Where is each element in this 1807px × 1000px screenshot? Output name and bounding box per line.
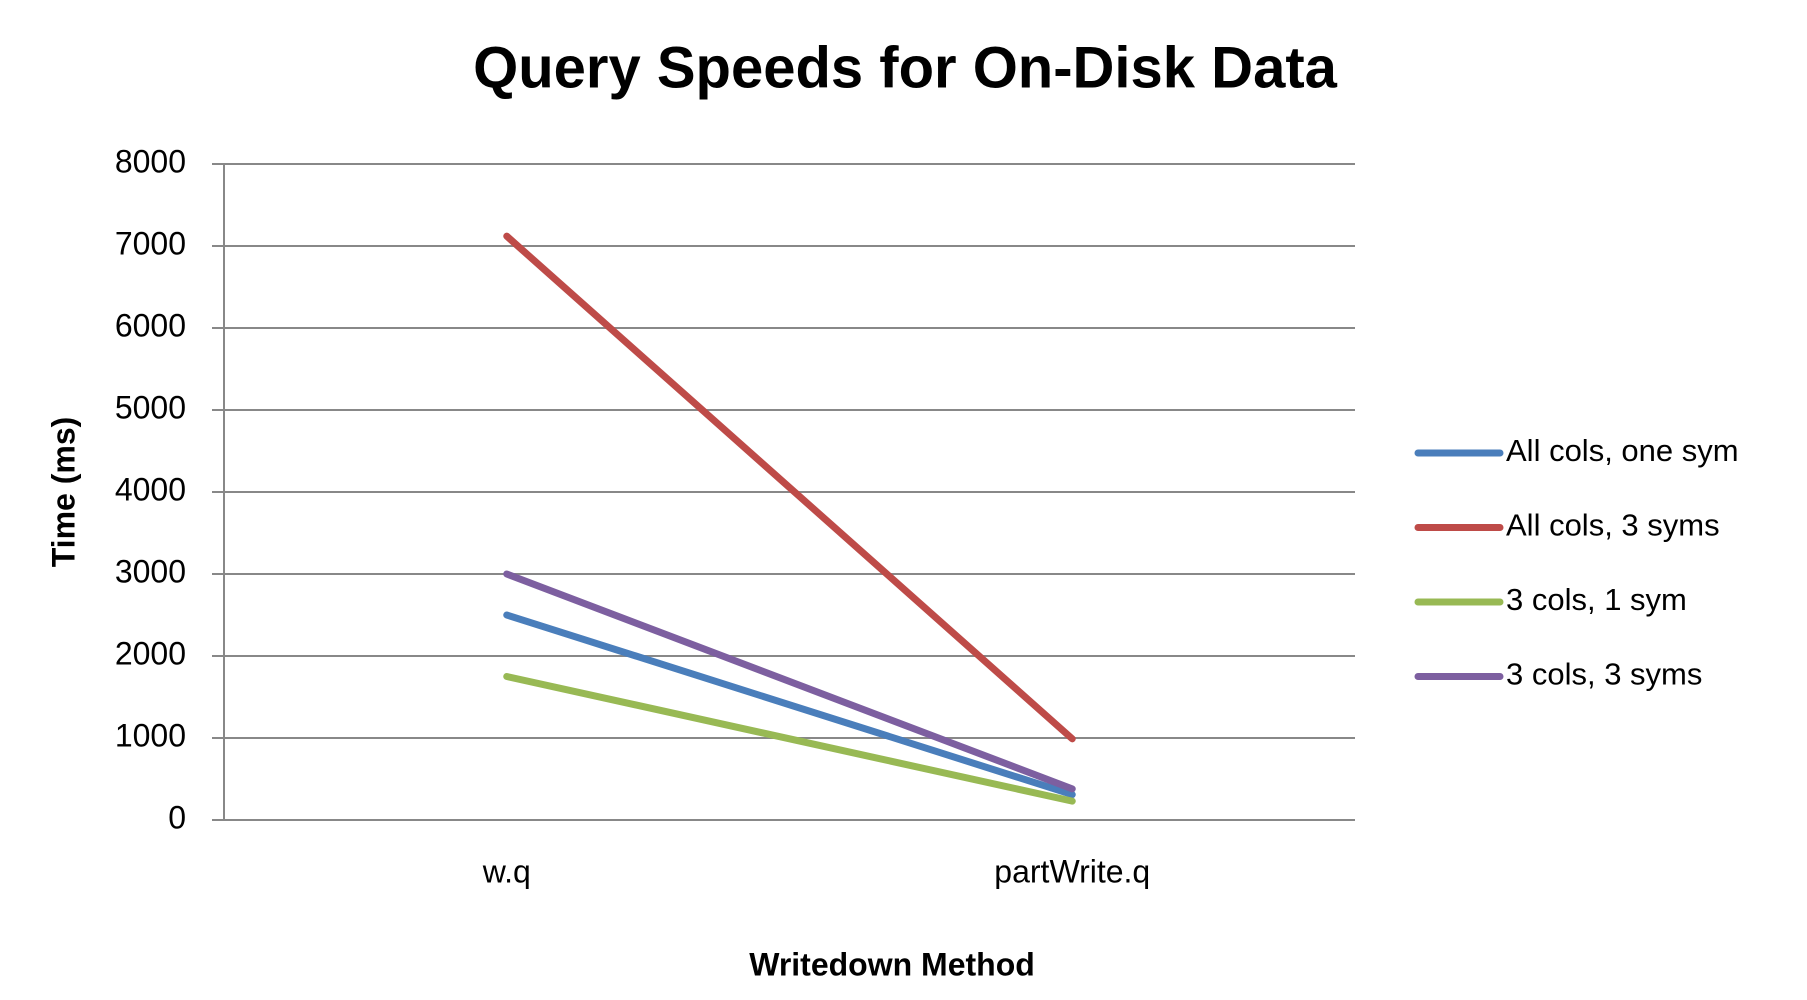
x-axis-title: Writedown Method xyxy=(749,946,1035,982)
y-tick-label: 2000 xyxy=(115,635,186,671)
y-tick-label: 6000 xyxy=(115,307,186,343)
y-axis-title: Time (ms) xyxy=(45,417,81,568)
legend-label: 3 cols, 3 syms xyxy=(1506,657,1702,692)
series-line xyxy=(503,570,1076,793)
legend-label: All cols, 3 syms xyxy=(1506,508,1720,543)
y-tick-label: 3000 xyxy=(115,553,186,589)
legend-label: All cols, one sym xyxy=(1506,433,1739,468)
chart-title: Query Speeds for On-Disk Data xyxy=(473,35,1338,100)
y-tick-label: 0 xyxy=(168,799,186,835)
x-tick-label: w.q xyxy=(482,853,531,889)
y-tick-label: 4000 xyxy=(115,471,186,507)
y-tick-label: 5000 xyxy=(115,389,186,425)
y-tick-label: 8000 xyxy=(115,143,186,179)
legend-label: 3 cols, 1 sym xyxy=(1506,582,1687,617)
x-tick-label: partWrite.q xyxy=(994,853,1150,889)
series-line xyxy=(503,611,1076,799)
y-tick-label: 7000 xyxy=(115,225,186,261)
series-line xyxy=(503,673,1076,805)
y-tick-label: 1000 xyxy=(115,717,186,753)
series-line xyxy=(503,232,1076,743)
